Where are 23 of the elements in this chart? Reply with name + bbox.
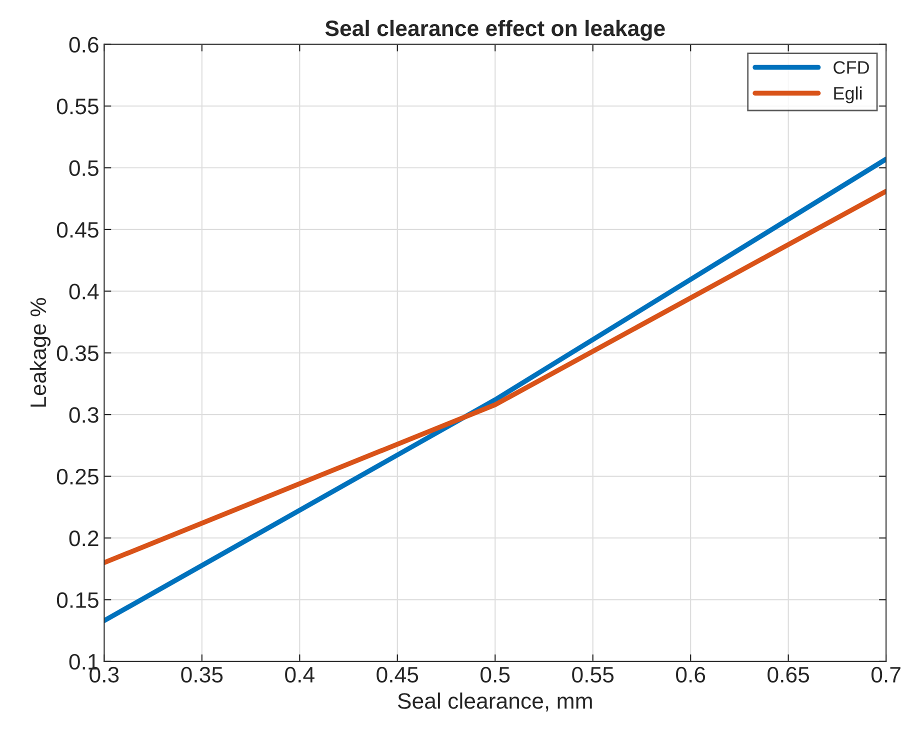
y-tick-label: 0.5 (69, 160, 98, 176)
y-tick-label: 0.3 (69, 407, 98, 423)
y-tick-label: 0.55 (56, 98, 98, 114)
y-tick-label: 0.6 (69, 36, 98, 53)
chart-title: Seal clearance effect on leakage (325, 20, 665, 41)
x-tick-label: 0.35 (181, 666, 223, 683)
legend-label: Egli (834, 86, 862, 104)
legend-label: CFD (834, 61, 869, 74)
y-tick-label: 0.35 (56, 345, 98, 362)
x-axis-title: Seal clearance, mm (398, 692, 592, 712)
x-tick-label: 0.65 (768, 666, 810, 683)
y-tick-label: 0.15 (56, 592, 98, 608)
y-axis-title: Leakage % (30, 298, 51, 407)
x-tick-label: 0.7 (871, 666, 900, 683)
y-tick-label: 0.45 (56, 222, 98, 238)
x-tick-label: 0.45 (376, 666, 418, 683)
y-tick-label: 0.25 (56, 468, 98, 485)
x-tick-label: 0.55 (572, 666, 614, 683)
x-tick-label: 0.6 (676, 666, 706, 683)
y-tick-label: 0.4 (69, 284, 99, 300)
y-tick-label: 0.2 (69, 530, 98, 546)
x-tick-label: 0.5 (480, 666, 510, 683)
x-tick-label: 0.4 (285, 666, 314, 683)
